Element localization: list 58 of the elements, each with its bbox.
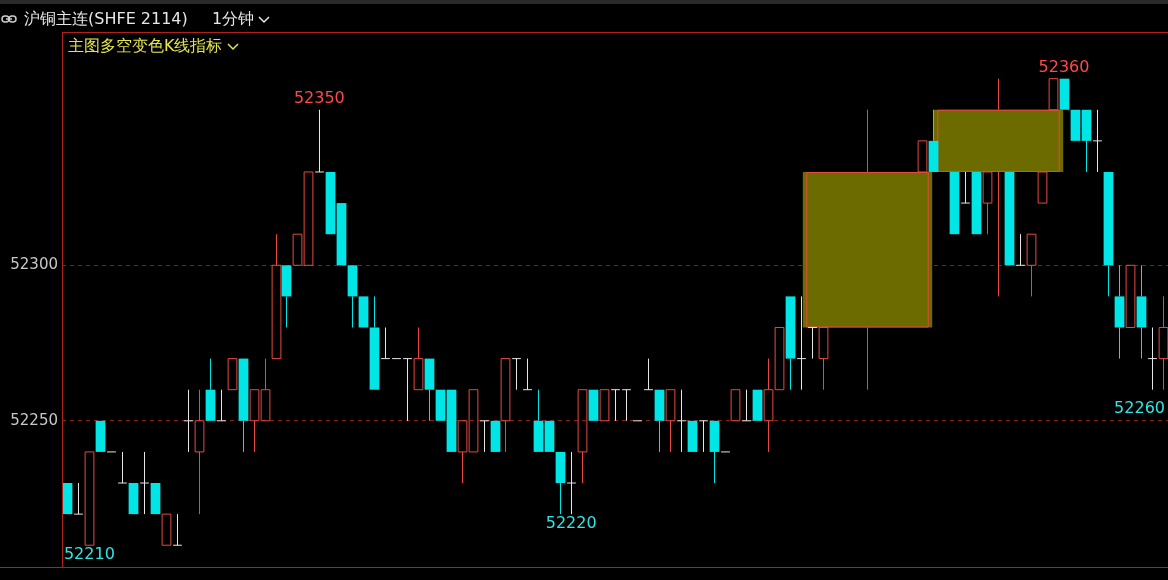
candlestick xyxy=(1147,326,1158,391)
candlestick xyxy=(1158,295,1168,391)
chart-title: 沪铜主连(SHFE 2114) xyxy=(24,9,188,30)
candlestick xyxy=(960,171,971,204)
candlestick xyxy=(281,265,292,328)
candlestick xyxy=(413,326,424,391)
candlestick xyxy=(522,358,533,391)
candlestick xyxy=(1136,264,1147,360)
candlestick xyxy=(1103,171,1114,297)
candlestick xyxy=(1081,109,1092,173)
candlestick xyxy=(610,389,621,422)
annotation: 52360 xyxy=(1038,56,1090,76)
candlestick xyxy=(665,389,676,453)
candlestick xyxy=(139,451,150,515)
candlestick xyxy=(785,296,796,391)
candlestick xyxy=(566,451,577,515)
candlestick xyxy=(216,389,227,422)
candlestick xyxy=(654,389,665,453)
candlestick xyxy=(1026,233,1037,297)
candlestick xyxy=(73,482,84,515)
candlestick xyxy=(928,109,939,172)
candlestick xyxy=(205,358,216,421)
annotation: 52260 xyxy=(1114,398,1165,417)
candlestick xyxy=(511,358,522,391)
candlestick xyxy=(238,358,249,453)
candlestick xyxy=(621,389,632,422)
candlestick xyxy=(172,513,183,546)
candlestick xyxy=(347,265,358,328)
annotation: 52220 xyxy=(545,513,597,533)
candlestick xyxy=(676,389,687,453)
candlestick xyxy=(183,389,194,453)
candlestick xyxy=(741,389,752,422)
candlestick xyxy=(271,233,282,360)
annotation: 52350 xyxy=(293,87,345,107)
candlestick xyxy=(807,326,818,360)
candlestick xyxy=(369,295,380,390)
candlestick xyxy=(643,358,654,391)
candlestick xyxy=(479,420,490,453)
candlestick xyxy=(1114,264,1125,360)
y-tick-label: 52250 xyxy=(10,410,58,429)
candlestick xyxy=(1015,233,1026,266)
candlestick xyxy=(424,358,435,422)
chart-subtitle: 1分钟 xyxy=(212,9,256,30)
candlestick xyxy=(577,389,588,484)
candlestick xyxy=(194,389,205,515)
candlestick xyxy=(698,420,709,453)
annotation: 52210 xyxy=(63,544,115,564)
candlestick xyxy=(796,295,807,391)
candlestick xyxy=(500,358,511,453)
y-tick-label: 52300 xyxy=(10,255,58,274)
annotation: 主图多空变色K线指标 xyxy=(68,36,224,57)
candlestick xyxy=(709,420,720,484)
candlestick xyxy=(314,109,325,173)
candlestick xyxy=(1092,109,1103,173)
candlestick xyxy=(555,451,566,515)
candlestick xyxy=(402,358,413,422)
candlestick xyxy=(380,326,391,360)
candlestick xyxy=(533,389,544,452)
